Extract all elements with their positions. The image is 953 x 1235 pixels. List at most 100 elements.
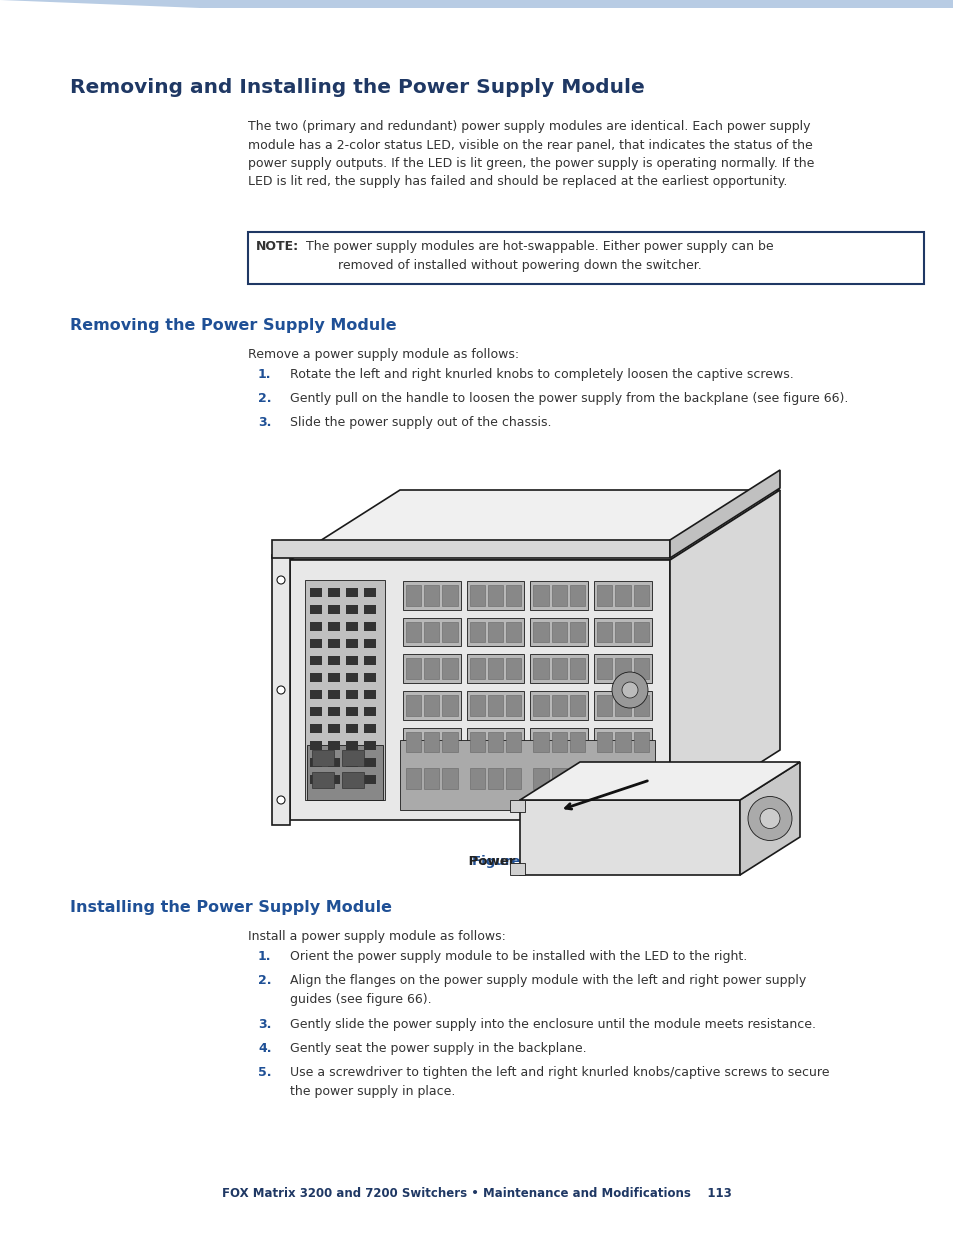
Bar: [442, 731, 457, 752]
Circle shape: [747, 797, 791, 841]
Text: Use a screwdriver to tighten the left and right knurled knobs/captive screws to : Use a screwdriver to tighten the left an…: [290, 1066, 829, 1098]
Bar: [442, 695, 457, 715]
Polygon shape: [519, 762, 800, 800]
Bar: [551, 658, 566, 679]
Bar: [633, 768, 648, 789]
Bar: [594, 764, 651, 793]
Bar: [533, 768, 548, 789]
Bar: [328, 690, 339, 699]
Bar: [364, 673, 375, 682]
Bar: [469, 585, 484, 605]
Text: The two (primary and redundant) power supply modules are identical. Each power s: The two (primary and redundant) power su…: [248, 120, 814, 189]
Text: Removing and Installing the Power Supply Module: Removing and Installing the Power Supply…: [70, 78, 643, 98]
Bar: [506, 695, 521, 715]
Bar: [466, 727, 524, 756]
Bar: [310, 706, 322, 716]
Text: Install a power supply module as follows:: Install a power supply module as follows…: [248, 930, 505, 944]
Bar: [506, 621, 521, 642]
Bar: [615, 695, 630, 715]
Text: 4.: 4.: [257, 1042, 272, 1055]
Bar: [569, 658, 584, 679]
Bar: [406, 731, 421, 752]
Bar: [530, 580, 588, 610]
Bar: [402, 618, 460, 646]
Bar: [310, 673, 322, 682]
Bar: [346, 741, 357, 750]
Bar: [506, 768, 521, 789]
Bar: [615, 658, 630, 679]
Bar: [488, 695, 503, 715]
Bar: [406, 585, 421, 605]
Bar: [346, 605, 357, 614]
Bar: [346, 588, 357, 597]
Bar: [530, 764, 588, 793]
Bar: [364, 776, 375, 784]
Text: 2.: 2.: [257, 974, 272, 987]
Bar: [594, 655, 651, 683]
Bar: [364, 622, 375, 631]
Bar: [594, 618, 651, 646]
Circle shape: [276, 576, 285, 584]
Bar: [469, 621, 484, 642]
Bar: [533, 731, 548, 752]
Bar: [488, 585, 503, 605]
Bar: [466, 655, 524, 683]
Text: 1.: 1.: [257, 950, 272, 963]
Text: NOTE:: NOTE:: [255, 240, 299, 253]
Bar: [346, 776, 357, 784]
Bar: [469, 768, 484, 789]
Bar: [328, 622, 339, 631]
Bar: [364, 758, 375, 767]
Bar: [312, 750, 334, 766]
Bar: [328, 605, 339, 614]
Text: Gently pull on the handle to loosen the power supply from the backplane (see fig: Gently pull on the handle to loosen the …: [290, 391, 847, 405]
Bar: [310, 776, 322, 784]
Text: Rotate the left and right knurled knobs to completely loosen the captive screws.: Rotate the left and right knurled knobs …: [290, 368, 793, 382]
Circle shape: [621, 682, 638, 698]
Bar: [510, 863, 524, 876]
Polygon shape: [290, 559, 669, 820]
Bar: [633, 658, 648, 679]
Text: Removing the Power Supply Module: Removing the Power Supply Module: [70, 317, 395, 333]
Bar: [402, 764, 460, 793]
Bar: [615, 621, 630, 642]
Text: 5.: 5.: [257, 1066, 272, 1079]
Bar: [346, 622, 357, 631]
Bar: [310, 690, 322, 699]
Bar: [551, 695, 566, 715]
Bar: [346, 638, 357, 648]
Bar: [519, 800, 740, 876]
Bar: [310, 656, 322, 664]
Bar: [402, 655, 460, 683]
Bar: [328, 588, 339, 597]
Bar: [310, 588, 322, 597]
Bar: [310, 622, 322, 631]
Bar: [615, 731, 630, 752]
Bar: [328, 706, 339, 716]
Bar: [341, 772, 364, 788]
Bar: [466, 692, 524, 720]
Bar: [530, 655, 588, 683]
Bar: [569, 585, 584, 605]
Bar: [506, 731, 521, 752]
Bar: [364, 741, 375, 750]
Bar: [442, 658, 457, 679]
Bar: [597, 695, 612, 715]
Bar: [310, 638, 322, 648]
Bar: [551, 621, 566, 642]
Bar: [328, 638, 339, 648]
Bar: [364, 638, 375, 648]
Bar: [633, 621, 648, 642]
Bar: [466, 618, 524, 646]
Bar: [406, 768, 421, 789]
Bar: [597, 621, 612, 642]
Text: Installing the Power Supply Module: Installing the Power Supply Module: [70, 900, 392, 915]
Bar: [272, 540, 669, 558]
Bar: [469, 695, 484, 715]
Bar: [533, 585, 548, 605]
Bar: [506, 585, 521, 605]
Bar: [310, 758, 322, 767]
Bar: [569, 621, 584, 642]
Bar: [466, 580, 524, 610]
Bar: [364, 605, 375, 614]
